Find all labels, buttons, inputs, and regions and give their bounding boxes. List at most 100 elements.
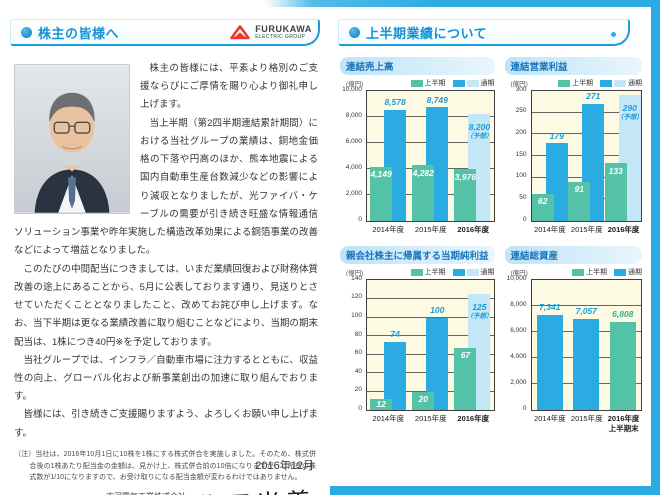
half-year-bar [454,169,477,221]
y-axis: 0 2,000 4,000 6,000 8,000 10,000 [505,275,531,411]
chart-net-sales: 連結売上高 (億円) 上半期 通期 0 2,000 4,000 6,000 8,000 10,… [340,57,495,234]
ytick-label: 300 [515,85,527,93]
plot-area: 8,578 4,149 8,749 4,282 8,200 （予想） 3,976 [366,90,495,222]
value-label: 91 [574,183,584,194]
ytick-label: 60 [354,349,362,357]
chart-legend: 上半期 通期 [410,78,495,88]
legend-item: 上半期 [558,78,593,88]
x-category-label: 2015年度 [414,414,447,424]
legend-swatch-icon [466,268,479,276]
y-axis: 0 20 40 60 80 100 120 140 [340,274,366,411]
ytick-label: 4,000 [345,163,362,171]
half-year-bar [370,399,393,411]
legend-swatch-icon [452,268,465,276]
ytick-label: 6,000 [510,326,527,334]
ytick-label: 20 [354,386,362,394]
left-page: 株主の皆様へ FURUKAWA ELECTRIC GROUP [10,19,320,495]
x-category-label: 2015年度 [570,225,603,234]
ytick-label: 80 [354,330,362,338]
half-year-bar [531,194,554,221]
logo-subtitle: ELECTRIC GROUP [255,33,306,40]
bullet-icon [21,26,32,38]
gridline [367,297,494,299]
ytick-label: 2,000 [510,378,527,386]
logo-name: FURUKAWA [255,23,312,34]
half-year-bar [412,165,435,221]
legend-item: 通期 [452,78,495,88]
bullet-icon [349,26,360,38]
plot-area: 7,341 7,057 6,808 [530,279,642,412]
chart-title: 連結売上高 [340,57,495,75]
value-label: 3,976 [454,171,477,182]
value-label: 271 [586,90,601,101]
half-year-bar [568,181,591,221]
y-axis: 0 2,000 4,000 6,000 8,000 10,000 [340,85,366,222]
value-label: 8,578 [384,96,406,107]
ytick-label: 10,000 [342,85,362,93]
x-category-label: 2016年度 上半期末 [607,414,640,433]
ytick-label: 0 [358,404,362,412]
value-label: 62 [538,196,548,207]
x-category-label: 2014年度 [372,225,405,234]
value-label: 133 [608,165,623,176]
ytick-label: 120 [351,293,362,301]
furukawa-logo: FURUKAWA ELECTRIC GROUP [229,23,312,41]
ytick-label: 150 [515,150,527,158]
paragraph-3: このたびの中間配当につきましては、いまだ業績回復および財務体質改善の途上にあるこ… [14,263,318,348]
legend-swatch-icon [410,268,423,276]
legend-swatch-icon [600,79,612,87]
x-category-label: 2015年度 [570,414,603,424]
chart-title: 連結総資産 [504,246,642,265]
bar [573,318,600,411]
axis-unit-label: (億円) [510,81,528,88]
y-axis: 0 50 100 150 200 250 300 [505,85,531,222]
chart-net-income: 親会社株主に帰属する当期純利益 (億円) 上半期 通期 0 20 40 60 80 100 12… [340,246,495,433]
value-label: 290 （予想） [616,103,643,121]
legend-item: 通期 [452,267,495,277]
axis-unit-label: (億円) [510,270,528,278]
legend-item: 通期 [614,267,642,277]
half-year-bar [604,163,627,221]
bar [609,321,636,411]
value-label: 7,341 [539,302,561,313]
legend-item: 通期 [600,78,642,88]
chart-legend: 上半期 通期 [410,267,495,277]
ytick-label: 200 [515,128,527,136]
x-category-label: 2016年度 [457,225,490,234]
half-year-bar [370,167,393,221]
half-year-bar [454,348,477,411]
half-year-bar [412,391,435,411]
ytick-label: 140 [351,274,362,282]
legend-swatch-icon [614,268,626,276]
legend-item: 上半期 [410,78,446,88]
x-category-label: 2014年度 [372,414,405,424]
company-name: 古河電気工業株式会社 [106,491,186,495]
president-signature: 柴田光義 [195,482,317,495]
plot-area: 74 12 100 20 125 （予想） 67 [366,279,495,412]
ytick-label: 2,000 [345,189,362,197]
chart-title: 親会社株主に帰属する当期純利益 [340,246,495,265]
plot-area: 179 62 271 91 290 （予想） 133 [530,90,643,222]
ytick-label: 8,000 [510,300,527,308]
right-blue-bar [651,0,660,495]
value-label: 7,057 [575,305,597,316]
chart-legend: 上半期 通期 [572,267,642,277]
value-label: 4,149 [370,169,392,180]
value-label: 74 [390,328,400,339]
ytick-label: 250 [515,107,527,115]
value-label: 8,200 （予想） [466,122,493,140]
page-title: 株主の皆様へ [38,25,120,41]
charts-grid: 連結売上高 (億円) 上半期 通期 0 2,000 4,000 6,000 8,000 10,… [340,57,643,433]
legend-swatch-icon [410,79,423,87]
axis-unit-label: (億円) [346,270,364,278]
value-label: 67 [460,350,471,361]
legend-swatch-icon [452,79,465,87]
section-title: 上半期業績について [366,25,488,41]
legend-swatch-icon [466,79,479,87]
ytick-label: 8,000 [345,111,362,119]
full-year-bar [426,317,449,411]
gridline [367,316,494,318]
paragraph-4: 当社グループでは、インフラ／自動車市場に注力するとともに、収益性の向上、グローバ… [14,354,318,403]
value-label: 12 [376,398,386,409]
furukawa-mark-icon [230,25,251,40]
